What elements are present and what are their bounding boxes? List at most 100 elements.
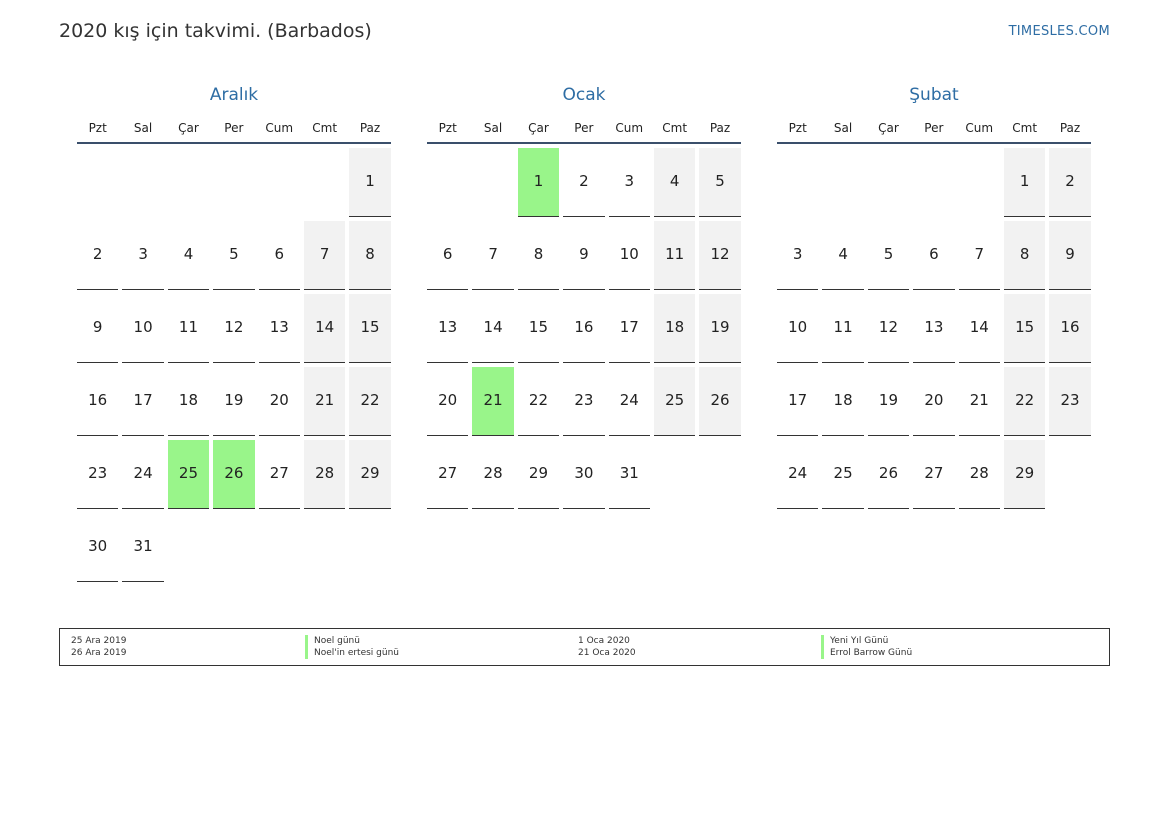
day-cell: 14	[472, 294, 514, 363]
day-cell: 10	[777, 294, 819, 363]
day-cell: 2	[1049, 148, 1091, 217]
day-cell: 8	[517, 221, 560, 290]
day-cell: 4	[167, 221, 210, 290]
day-cell: 9	[1049, 221, 1091, 290]
day-cell: 31	[608, 440, 650, 509]
day-cell: 11	[167, 294, 210, 363]
day-cell: 31	[122, 513, 164, 582]
weekday-label: Sal	[133, 121, 153, 135]
weekday-label: Paz	[709, 121, 731, 135]
day-cell: 23	[563, 367, 605, 436]
day-cell: 25	[822, 440, 864, 509]
holiday-date: 1 Oca 2020	[578, 636, 630, 646]
day-cell: 14	[958, 294, 1000, 363]
day-cell: 12	[213, 294, 255, 363]
holiday-date: 21 Oca 2020	[578, 648, 636, 658]
day-cell: 4	[653, 148, 696, 217]
day-cell: 5	[213, 221, 255, 290]
day-cell: 1	[349, 148, 391, 217]
day-cell: 17	[608, 294, 650, 363]
day-cell: 8	[1003, 221, 1046, 290]
weekday-label: Paz	[1059, 121, 1081, 135]
weekday-label: Cmt	[312, 121, 338, 135]
day-grid: 1 2 3 4 5 6 7 8 9 10 11 12 13 14 15 16 17 18 19 20 21 22 23 24 2…	[77, 148, 391, 582]
day-grid: 1 2 3 4 5 6 7 8 9 10 11 12 13 14 15 16 17 18 19 20 21 22 23 24 2…	[777, 148, 1091, 509]
day-cell: 21	[958, 367, 1000, 436]
day-cell: 22	[1003, 367, 1046, 436]
weekday-label: Per	[574, 121, 594, 135]
day-cell: 27	[913, 440, 955, 509]
day-cell: 12	[699, 221, 741, 290]
day-cell: 28	[472, 440, 514, 509]
day-cell: 22	[349, 367, 391, 436]
weekday-label: Sal	[483, 121, 503, 135]
holiday-date: 26 Ara 2019	[71, 648, 127, 658]
weekday-label: Çar	[878, 121, 899, 135]
weekday-label: Pzt	[788, 121, 807, 135]
day-cell: 24	[122, 440, 164, 509]
day-cell: 9	[77, 294, 119, 363]
weekday-header: Pzt Sal Çar Per Cum Cmt Paz	[777, 110, 1091, 144]
weekday-label: Cmt	[1012, 121, 1038, 135]
weekday-label: Çar	[178, 121, 199, 135]
weekday-label: Cum	[615, 121, 644, 135]
weekday-label: Cmt	[662, 121, 688, 135]
day-cell: 17	[777, 367, 819, 436]
day-cell: 14	[303, 294, 346, 363]
day-cell: 19	[213, 367, 255, 436]
weekday-label: Per	[224, 121, 244, 135]
day-cell: 12	[867, 294, 910, 363]
month-title: Şubat	[909, 85, 959, 105]
day-cell: 9	[563, 221, 605, 290]
day-cell: 13	[258, 294, 300, 363]
day-cell: 11	[653, 221, 696, 290]
day-cell: 19	[867, 367, 910, 436]
day-cell: 30	[77, 513, 119, 582]
weekday-label: Paz	[359, 121, 381, 135]
page-title: 2020 kış için takvimi. (Barbados)	[59, 20, 372, 42]
day-cell: 1	[1003, 148, 1046, 217]
day-cell: 18	[167, 367, 210, 436]
holiday-name: Noel günü	[305, 635, 360, 647]
holiday-date: 25 Ara 2019	[71, 636, 127, 646]
month-subat: Şubat Pzt Sal Çar Per Cum Cmt Paz 1 2 3 4 5 6 7 8 9 10 11 1…	[777, 82, 1091, 509]
day-cell: 1	[517, 148, 560, 217]
holiday-name: Errol Barrow Günü	[821, 647, 912, 659]
day-cell: 29	[1003, 440, 1046, 509]
day-cell: 3	[608, 148, 650, 217]
day-cell: 15	[1003, 294, 1046, 363]
day-cell: 22	[517, 367, 560, 436]
day-cell: 15	[517, 294, 560, 363]
day-cell: 8	[349, 221, 391, 290]
day-cell: 13	[913, 294, 955, 363]
month-title: Aralık	[209, 85, 259, 105]
day-cell: 27	[427, 440, 469, 509]
day-grid: 1 2 3 4 5 6 7 8 9 10 11 12 13 14 15 16 17 18 19 20 21 22 23 24 2…	[427, 148, 741, 509]
day-cell: 16	[77, 367, 119, 436]
day-cell: 29	[517, 440, 560, 509]
day-cell: 3	[122, 221, 164, 290]
day-cell: 19	[699, 294, 741, 363]
day-cell: 4	[822, 221, 864, 290]
day-cell: 10	[122, 294, 164, 363]
weekday-label: Cum	[965, 121, 994, 135]
day-cell: 20	[258, 367, 300, 436]
day-cell: 28	[958, 440, 1000, 509]
day-cell: 24	[608, 367, 650, 436]
day-cell: 6	[913, 221, 955, 290]
site-link[interactable]: TIMESLES.COM	[1008, 24, 1110, 39]
day-cell: 21	[303, 367, 346, 436]
day-cell: 18	[822, 367, 864, 436]
day-cell: 29	[349, 440, 391, 509]
day-cell: 23	[77, 440, 119, 509]
day-cell: 7	[303, 221, 346, 290]
holiday-list: 25 Ara 2019 Noel günü 26 Ara 2019 Noel'i…	[59, 628, 1110, 666]
day-cell: 6	[427, 221, 469, 290]
day-cell: 26	[699, 367, 741, 436]
weekday-label: Sal	[833, 121, 853, 135]
day-cell: 27	[258, 440, 300, 509]
day-cell: 18	[653, 294, 696, 363]
day-cell: 15	[349, 294, 391, 363]
day-cell: 26	[867, 440, 910, 509]
day-cell: 17	[122, 367, 164, 436]
